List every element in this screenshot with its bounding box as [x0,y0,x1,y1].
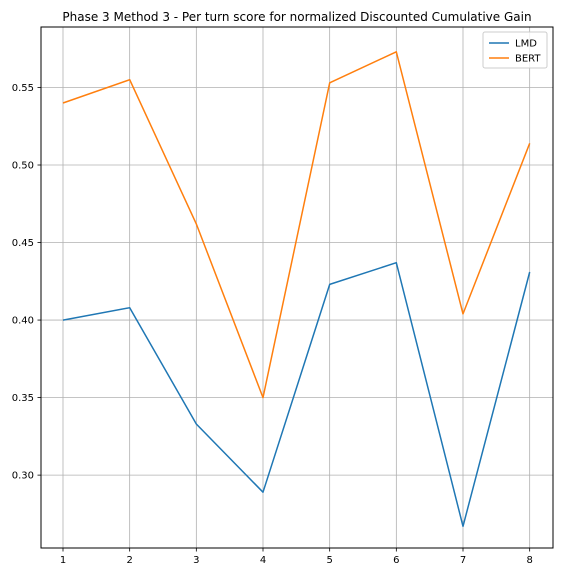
x-tick-label: 5 [326,555,332,566]
y-tick-label: 0.50 [12,161,34,172]
x-tick-label: 6 [393,555,399,566]
y-tick-label: 0.45 [12,238,34,249]
legend-label-bert: BERT [515,54,541,65]
x-tick-label: 2 [126,555,132,566]
plot-area [41,27,553,548]
x-tick-label: 3 [193,555,199,566]
y-tick-label: 0.30 [12,471,34,482]
legend-label-lmd: LMD [515,39,537,50]
x-tick-label: 4 [260,555,266,566]
x-tick-label: 8 [526,555,532,566]
series-line-lmd [62,261,531,528]
grid-lines [41,27,553,548]
plot-frame [40,26,554,549]
legend: LMD BERT [482,31,548,69]
legend-box [482,31,548,69]
x-tick-label: 1 [60,555,66,566]
series-lines [62,51,531,528]
x-tick-label: 7 [460,555,466,566]
chart-title: Phase 3 Method 3 - Per turn score for no… [62,10,531,24]
y-tick-label: 0.35 [12,393,34,404]
y-tick-label: 0.55 [12,83,34,94]
series-line-bert [62,51,531,399]
y-tick-label: 0.40 [12,316,34,327]
axis-ticks: 1 2 3 4 5 6 7 8 0.30 0.35 0.40 0.45 0.50 0.55 [12,83,533,566]
